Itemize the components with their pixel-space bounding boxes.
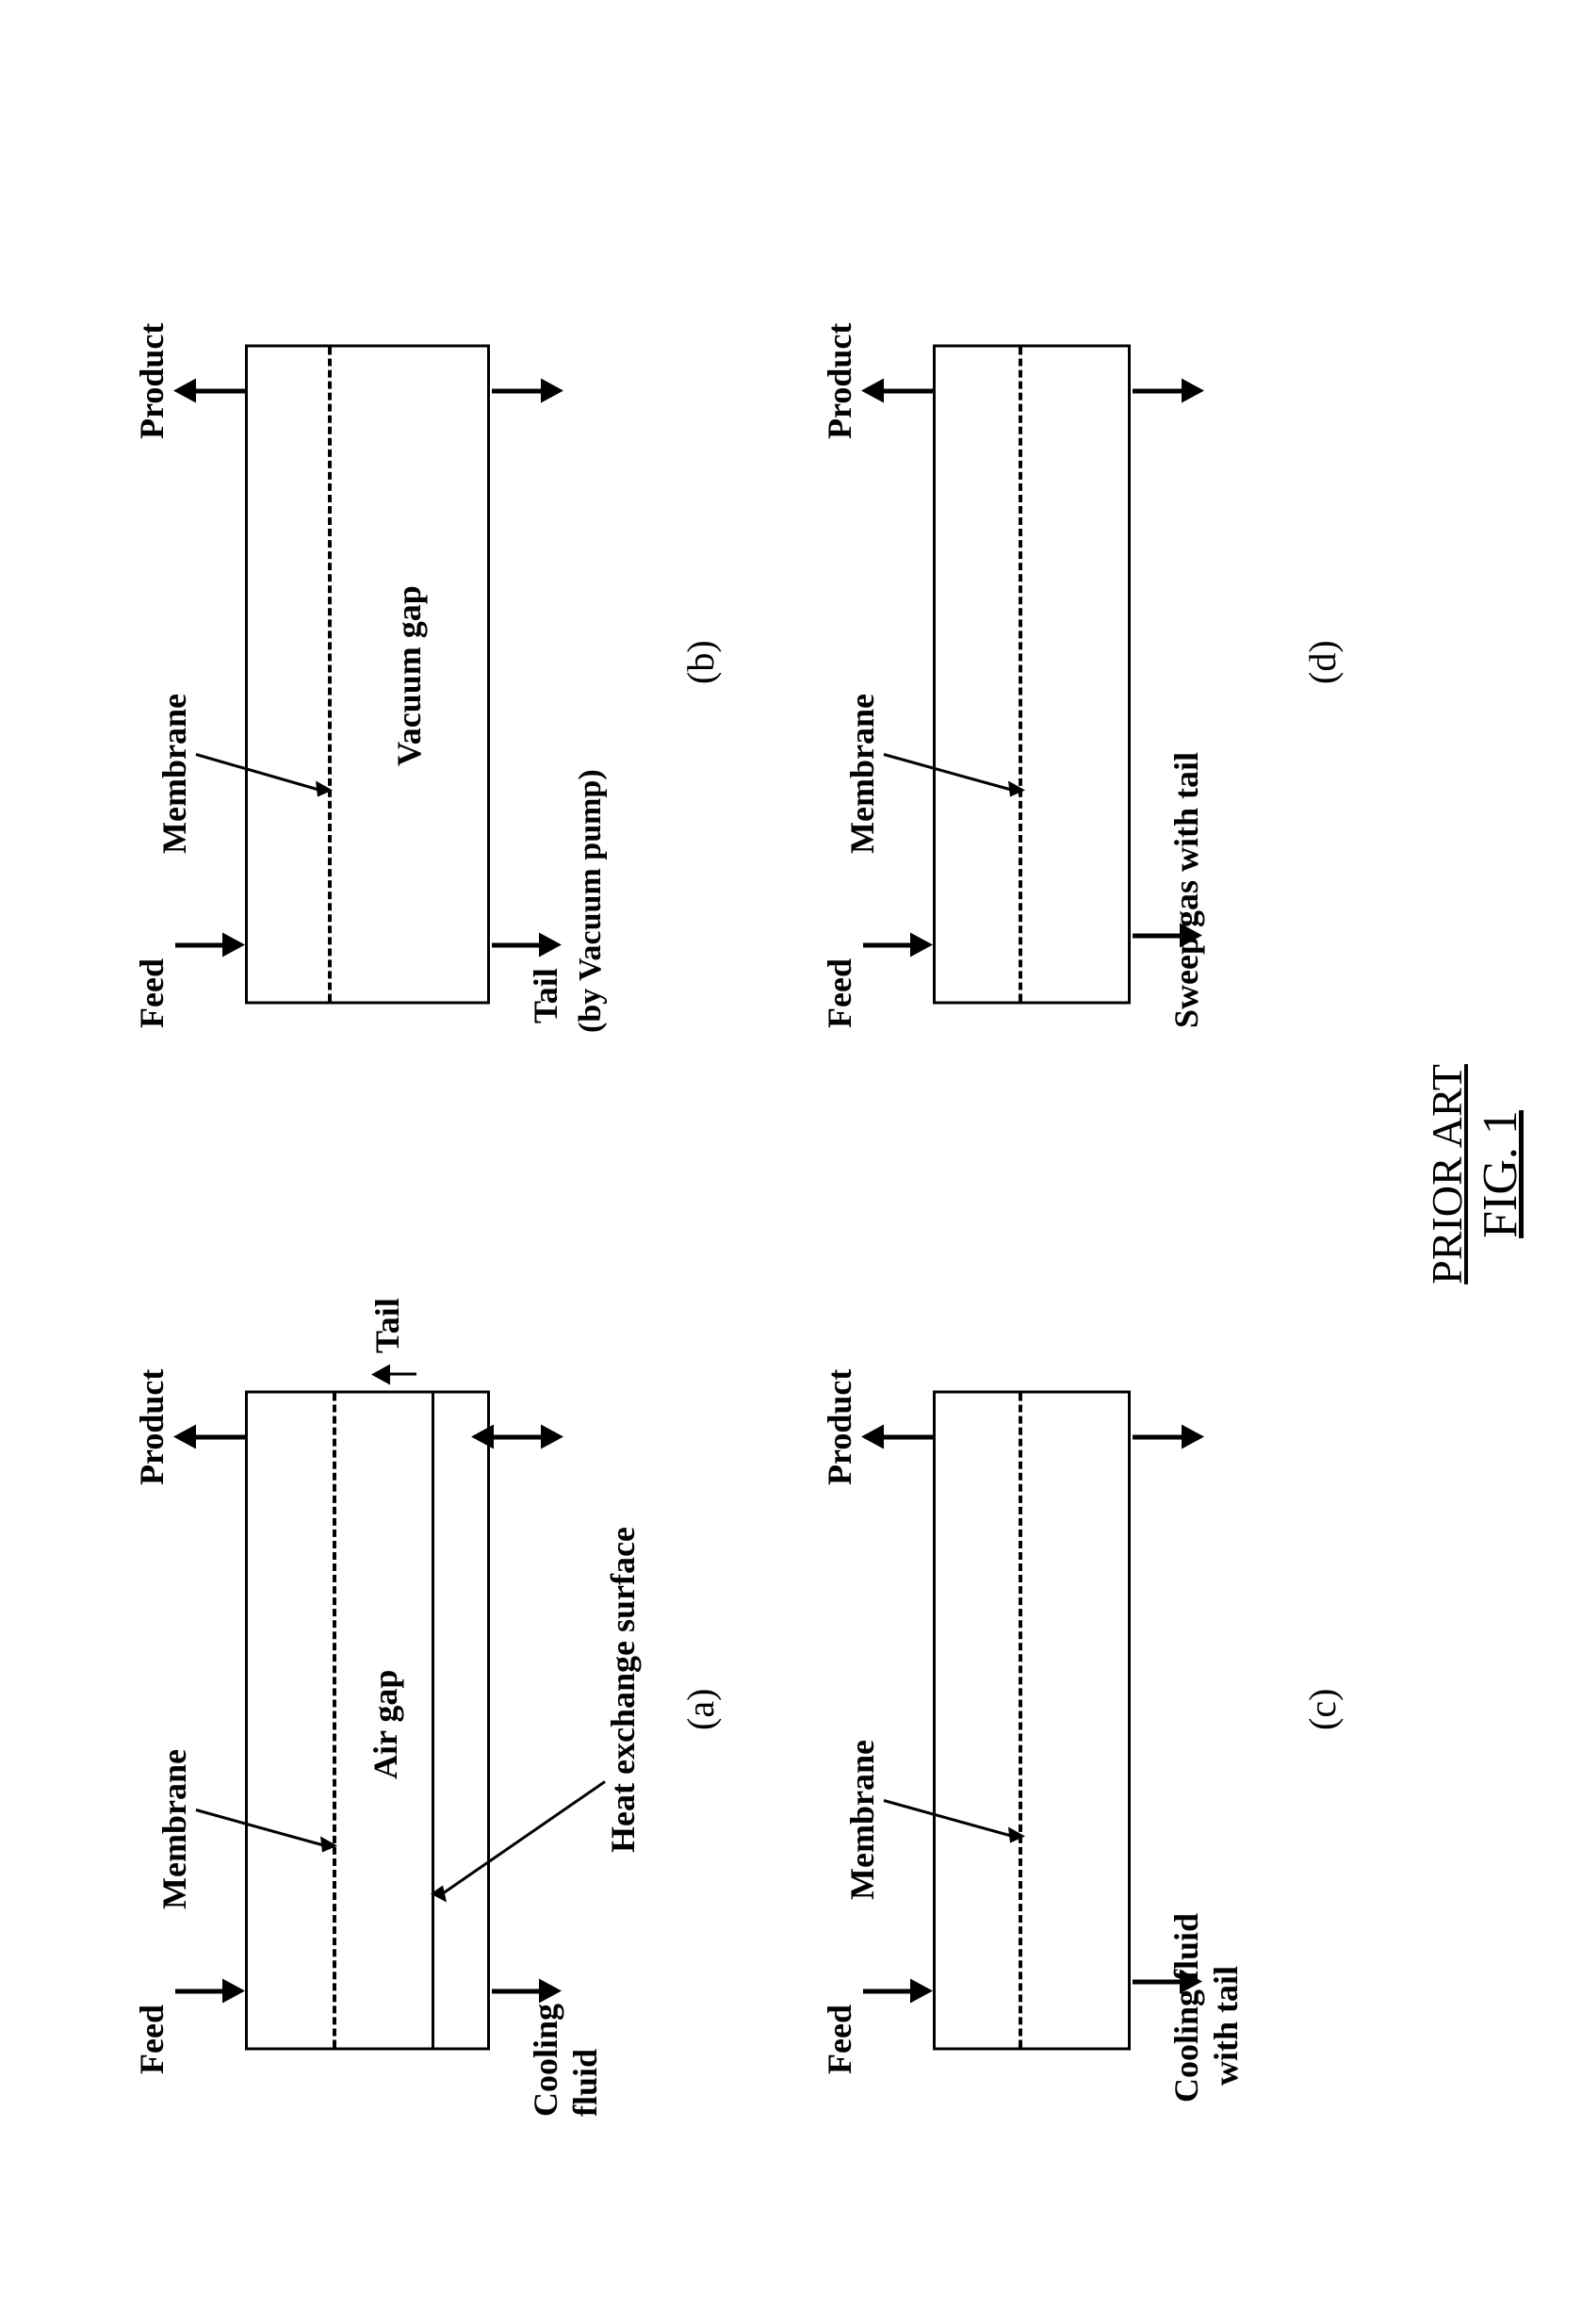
- heat-exchange-pointer: [435, 1730, 628, 1900]
- membrane-pointer-b: [188, 708, 344, 793]
- feed-label-b: Feed: [132, 958, 171, 1028]
- module-b: Vacuum gap: [245, 345, 490, 1005]
- product-label-a: Product: [132, 1369, 171, 1485]
- panel-c: Membrane Feed Product Cooling fluid with…: [820, 1240, 1404, 2183]
- feed-label-a: Feed: [132, 2005, 171, 2074]
- tail-label-b: Tail: [526, 968, 565, 1023]
- caption-c: (c): [1300, 1689, 1345, 1730]
- product-label-d: Product: [820, 323, 859, 439]
- air-gap-label: Air gap: [366, 1670, 405, 1779]
- feed-label-d: Feed: [820, 958, 859, 1028]
- fig-number-text: FIG. 1: [1474, 1110, 1527, 1238]
- tail-label-a: Tail: [367, 1298, 407, 1353]
- membrane-line-a: [333, 1394, 336, 2048]
- heat-exchange-surface-line: [432, 1394, 434, 2048]
- cooling-fluid-label-a: Cooling fluid: [526, 2004, 605, 2117]
- figure-caption: PRIOR ART FIG. 1: [1423, 1023, 1529, 1325]
- cooling-tail-label-c: Cooling fluid with tail: [1166, 1913, 1246, 2103]
- membrane-line-b: [328, 348, 332, 1002]
- membrane-line-c: [1019, 1394, 1022, 2048]
- vacuum-gap-label: Vacuum gap: [389, 585, 429, 766]
- product-label-c: Product: [820, 1369, 859, 1485]
- membrane-pointer-d: [876, 708, 1036, 793]
- caption-b: (b): [678, 640, 723, 684]
- membrane-line-d: [1019, 348, 1022, 1002]
- caption-a: (a): [678, 1689, 723, 1730]
- module-d: [933, 345, 1131, 1005]
- vacuum-pump-note: (by Vacuum pump): [573, 769, 609, 1033]
- feed-label-c: Feed: [820, 2005, 859, 2074]
- membrane-pointer-a: [188, 1763, 349, 1848]
- panel-b: Vacuum gap Membrane Feed Product Tail (b…: [132, 194, 754, 1137]
- module-a: Air gap: [245, 1391, 490, 2051]
- panel-a: Air gap Membrane Heat exchange surface F…: [132, 1240, 754, 2183]
- caption-d: (d): [1300, 640, 1345, 684]
- product-label-b: Product: [132, 323, 171, 439]
- prior-art-text: PRIOR ART: [1423, 1064, 1471, 1285]
- membrane-pointer-c: [876, 1754, 1036, 1839]
- sweep-tail-label-d: Sweep gas with tail: [1166, 752, 1206, 1028]
- module-c: [933, 1391, 1131, 2051]
- panel-d: Membrane Feed Product Sweep gas with tai…: [820, 194, 1404, 1137]
